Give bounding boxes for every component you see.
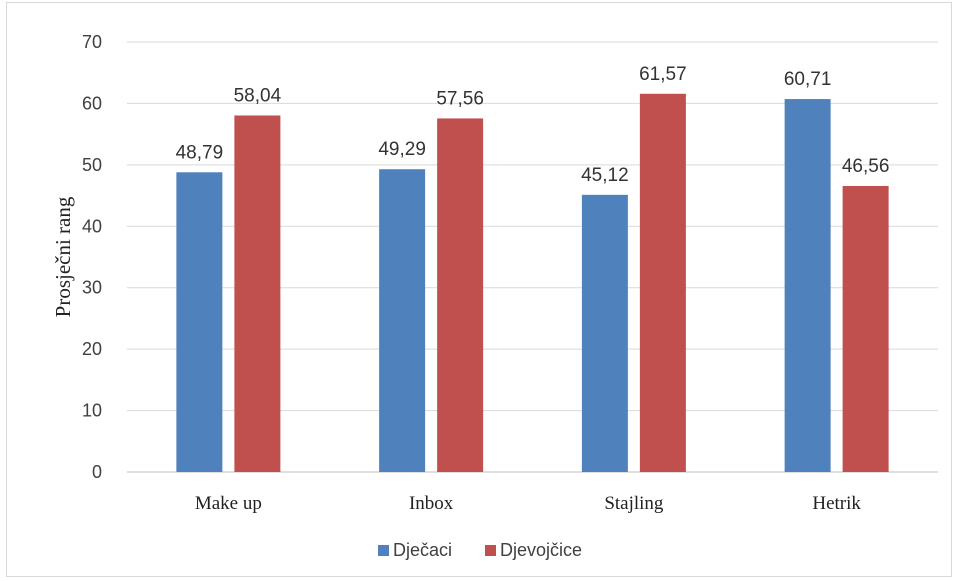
- legend-label: Djevojčice: [500, 540, 582, 560]
- bar-djecaci: [176, 172, 223, 473]
- bar-djevojcice: [639, 93, 686, 472]
- y-tick-label: 60: [82, 93, 102, 113]
- x-tick-label: Make up: [195, 493, 262, 514]
- legend-swatch-djecaci: [378, 545, 389, 556]
- bar-djecaci: [784, 99, 831, 473]
- legend-label: Dječaci: [393, 540, 452, 560]
- data-label: 46,56: [842, 156, 890, 177]
- x-tick-label: Inbox: [409, 493, 454, 514]
- y-tick-label: 20: [82, 339, 102, 359]
- y-tick-label: 30: [82, 278, 102, 298]
- bar-djecaci: [581, 194, 628, 472]
- data-label: 58,04: [234, 85, 282, 106]
- x-tick-label: Stajling: [604, 493, 664, 514]
- bar-djevojcice: [842, 185, 889, 472]
- data-label: 57,56: [436, 88, 484, 109]
- data-label: 61,57: [639, 64, 687, 85]
- data-label: 60,71: [784, 69, 832, 90]
- bar-djevojcice: [234, 115, 281, 473]
- y-tick-label: 70: [82, 32, 102, 52]
- y-tick-label: 10: [82, 401, 102, 421]
- y-tick-label: 40: [82, 216, 102, 236]
- y-tick-label: 50: [82, 155, 102, 175]
- data-label: 49,29: [378, 139, 426, 160]
- legend-swatch-djevojcice: [485, 545, 496, 556]
- data-label: 45,12: [581, 165, 629, 186]
- y-tick-label: 0: [92, 462, 102, 482]
- data-label: 48,79: [176, 142, 224, 163]
- bar-djecaci: [379, 169, 426, 472]
- y-axis-label: Prosječni rang: [51, 196, 75, 317]
- bar-djevojcice: [437, 118, 484, 472]
- x-tick-label: Hetrik: [812, 493, 861, 514]
